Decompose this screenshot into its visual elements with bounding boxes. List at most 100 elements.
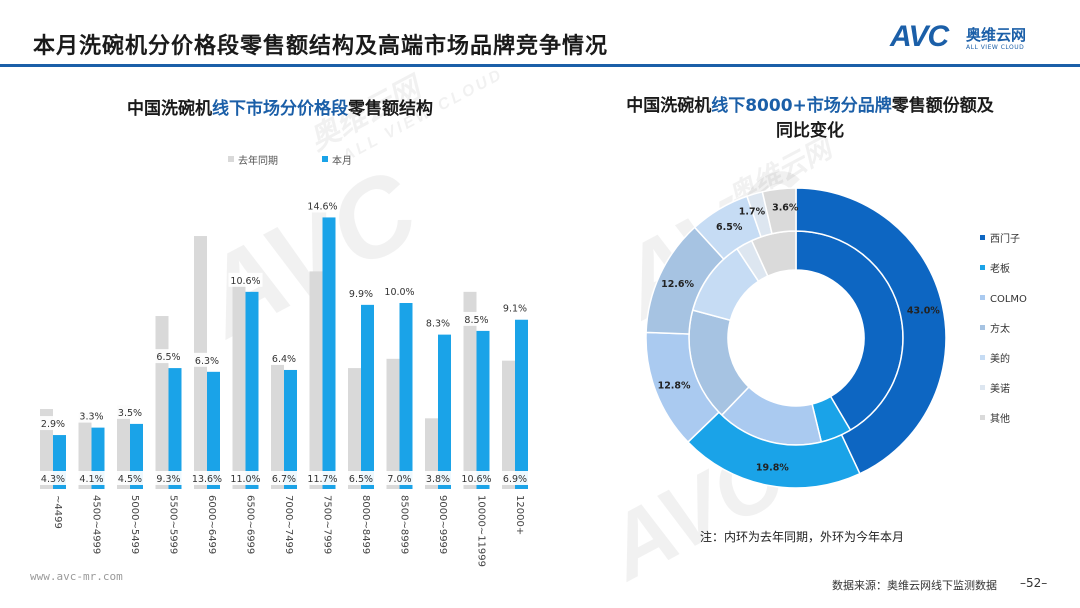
legend-swatch	[980, 415, 985, 420]
outer-ring-slice	[795, 187, 947, 475]
category-label: 9000~9999	[437, 495, 448, 554]
logo-chinese: 奥维云网	[966, 26, 1027, 44]
category-label: 8000~8499	[360, 495, 371, 554]
label-bg	[228, 272, 263, 287]
category-label: 5500~5999	[168, 495, 179, 554]
legend-label: 西门子	[990, 232, 1020, 245]
category-label: 6000~6499	[206, 495, 217, 554]
logo-mark: AVC	[890, 20, 949, 53]
data-label-this-month: 9.1%	[503, 304, 527, 315]
data-label-last-year: 11.0%	[230, 474, 260, 485]
header-divider	[0, 64, 1080, 67]
bar-this-month	[207, 371, 220, 489]
label-bg	[151, 471, 184, 485]
category-label: ~4499	[52, 495, 63, 529]
bar-title-part-1: 中国洗碗机	[127, 99, 212, 119]
donut-title-part-2: 线下8000+市场分品牌	[711, 96, 892, 116]
data-label-last-year: 4.1%	[79, 474, 103, 485]
slice-label: 3.6%	[772, 202, 799, 213]
data-label-this-month: 14.6%	[307, 201, 337, 212]
footer-source: 数据来源：奥维云网线下监测数据	[832, 579, 997, 592]
data-label-this-month: 6.3%	[195, 356, 219, 367]
data-label-this-month: 6.4%	[272, 354, 296, 365]
data-label-last-year: 10.6%	[461, 474, 491, 485]
data-label-this-month: 9.9%	[349, 289, 373, 300]
slice-label: 1.7%	[739, 207, 766, 218]
bar-this-month	[245, 291, 259, 489]
label-bg	[190, 471, 222, 485]
data-label-last-year: 7.0%	[387, 474, 411, 485]
legend-swatch	[980, 235, 985, 240]
bar-last-year	[502, 360, 515, 489]
brand-logo: AVC 奥维云网 ALL VIEW CLOUD	[890, 20, 1055, 60]
label-bg	[190, 352, 224, 367]
data-label-last-year: 4.3%	[41, 474, 65, 485]
legend-swatch-0	[228, 156, 234, 162]
bar-last-year	[155, 316, 169, 489]
page-number: –52–	[1020, 576, 1048, 590]
label-bg	[113, 471, 145, 485]
label-bg	[267, 471, 299, 485]
data-label-last-year: 9.3%	[156, 474, 180, 485]
label-bg	[421, 471, 453, 485]
label-bg	[305, 198, 340, 213]
bar-chart-title: 中国洗碗机线下市场分价格段零售额结构	[60, 94, 500, 119]
label-bg	[228, 471, 261, 485]
category-label: 7000~7499	[283, 495, 294, 554]
bar-this-month	[515, 319, 528, 489]
label-bg	[36, 416, 70, 431]
label-bg	[74, 471, 107, 485]
legend-label: COLMO	[990, 294, 1027, 305]
page-title: 本月洗碗机分价格段零售额结构及高端市场品牌竞争情况	[33, 34, 609, 59]
data-label-this-month: 10.6%	[230, 276, 260, 287]
label-bg	[344, 285, 378, 300]
label-bg	[344, 471, 376, 485]
legend-swatch-1	[322, 156, 328, 162]
legend-label: 方太	[990, 322, 1010, 335]
legend-swatch	[980, 325, 985, 330]
label-bg	[36, 471, 68, 485]
category-label: 4500~4999	[91, 495, 102, 554]
category-label: 8500~8999	[399, 495, 410, 554]
bar-this-month	[438, 334, 451, 489]
label-bg	[382, 471, 415, 485]
category-label: 10000~11999	[476, 495, 487, 567]
data-label-last-year: 11.7%	[307, 474, 337, 485]
chart-note: 注：内环为去年同期，外环为今年本月	[700, 530, 905, 544]
donut-title-part-3: 零售额份额及同比变化	[776, 96, 994, 141]
label-bg	[74, 408, 109, 423]
label-bg	[459, 471, 492, 485]
slice-label: 6.5%	[716, 222, 743, 233]
label-bg	[151, 349, 186, 364]
legend-swatch	[980, 265, 985, 270]
bar-this-month	[399, 303, 413, 489]
header: 本月洗碗机分价格段零售额结构及高端市场品牌竞争情况 AVC 奥维云网 ALL V…	[0, 0, 1080, 67]
label-bg	[382, 284, 417, 298]
slice-label: 19.8%	[756, 462, 789, 473]
data-label-last-year: 6.5%	[349, 474, 373, 485]
data-label-this-month: 8.3%	[426, 319, 450, 330]
data-label-last-year: 6.7%	[272, 474, 296, 485]
bar-this-month	[361, 304, 374, 489]
slice-label: 12.6%	[661, 279, 694, 290]
data-label-this-month: 10.0%	[384, 287, 414, 298]
data-label-this-month: 6.5%	[156, 352, 180, 363]
data-label-last-year: 4.5%	[118, 474, 142, 485]
label-bg	[305, 471, 338, 485]
category-label: 7500~7999	[322, 495, 333, 554]
bar-last-year	[463, 291, 477, 489]
bar-this-month	[168, 368, 182, 489]
label-bg	[113, 404, 147, 419]
bar-last-year	[348, 368, 361, 489]
legend-label: 美诺	[990, 382, 1010, 395]
slice-label: 12.8%	[658, 381, 691, 392]
bar-last-year	[117, 405, 130, 489]
legend-label: 其他	[990, 412, 1010, 425]
data-label-this-month: 2.9%	[41, 419, 65, 430]
label-bg	[421, 315, 455, 330]
legend-label: 老板	[990, 262, 1010, 275]
category-label: 5000~5499	[129, 495, 140, 554]
bar-last-year	[232, 284, 246, 489]
bar-last-year	[386, 358, 400, 489]
